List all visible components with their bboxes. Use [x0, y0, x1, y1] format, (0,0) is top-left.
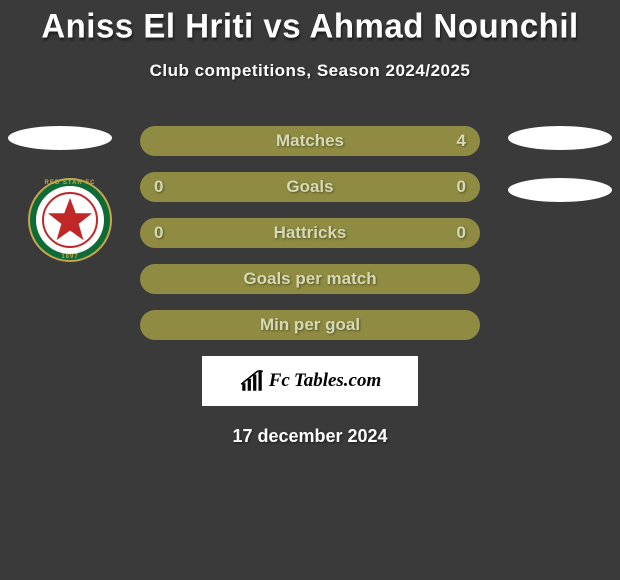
brand-watermark: FcTables.com [202, 356, 418, 406]
club-year: 1897 [28, 254, 112, 260]
stat-row: Goals per match [140, 264, 480, 294]
club-left-logo: RED STAR FC 1897 [28, 178, 112, 262]
stat-label: Goals [140, 177, 480, 197]
subtitle: Club competitions, Season 2024/2025 [0, 61, 620, 81]
date-text: 17 december 2024 [0, 426, 620, 447]
stat-right-value: 0 [457, 223, 466, 243]
stat-right-value: 0 [457, 177, 466, 197]
stat-label: Min per goal [140, 315, 480, 335]
stat-label: Hattricks [140, 223, 480, 243]
star-icon [46, 196, 94, 244]
club-name: RED STAR FC [28, 180, 112, 186]
stat-label: Matches [140, 131, 480, 151]
stat-row: 0 Goals 0 [140, 172, 480, 202]
stat-row: Min per goal [140, 310, 480, 340]
player-left-photo-placeholder [8, 126, 112, 150]
stat-row: 0 Hattricks 0 [140, 218, 480, 248]
page-title: Aniss El Hriti vs Ahmad Nounchil [0, 0, 620, 46]
club-right-logo-placeholder [508, 178, 612, 202]
brand-text-icon: Fc [269, 370, 290, 392]
stat-row: Matches 4 [140, 126, 480, 156]
brand-text: Tables.com [294, 370, 381, 392]
chart-icon [239, 368, 265, 394]
stat-right-value: 4 [457, 131, 466, 151]
player-right-photo-placeholder [508, 126, 612, 150]
stat-label: Goals per match [140, 269, 480, 289]
